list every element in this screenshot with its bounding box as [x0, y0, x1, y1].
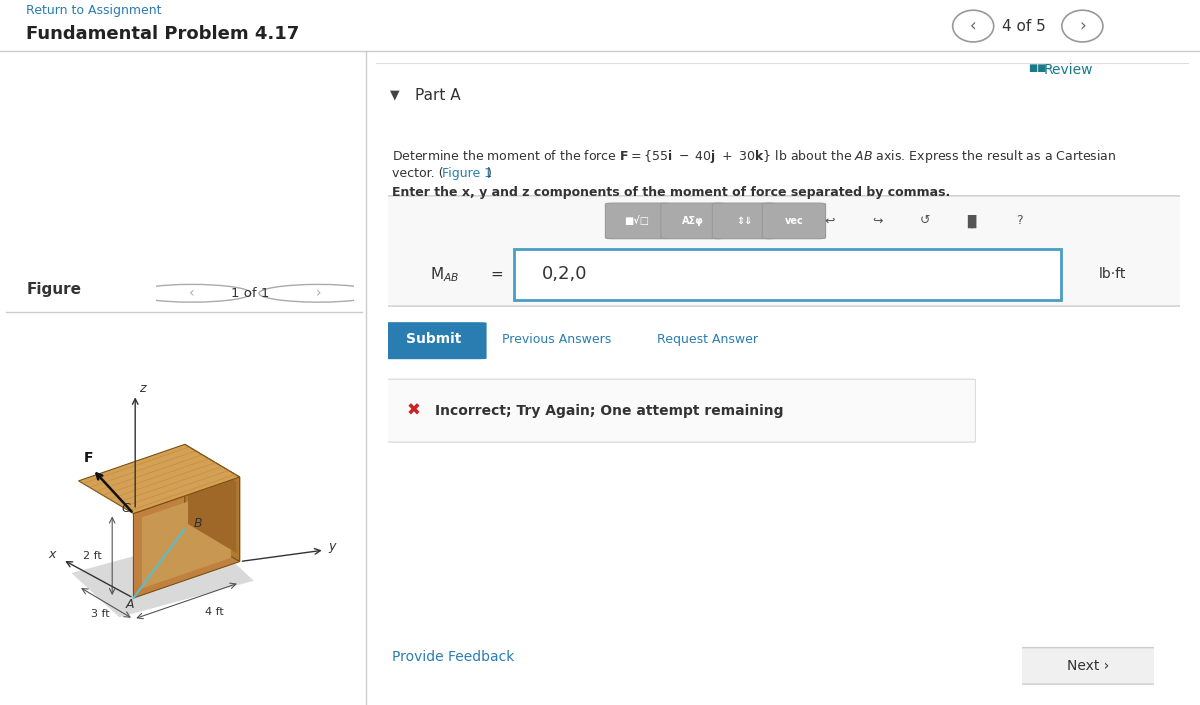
Text: 1 of 1: 1 of 1	[232, 287, 270, 300]
Text: ‹: ‹	[970, 17, 977, 35]
Text: vec: vec	[785, 216, 803, 226]
FancyBboxPatch shape	[762, 203, 826, 239]
Text: B: B	[193, 517, 203, 530]
Text: Return to Assignment: Return to Assignment	[26, 4, 162, 16]
Text: ■■: ■■	[1028, 63, 1046, 73]
Text: ›: ›	[316, 286, 322, 300]
Text: A: A	[126, 598, 134, 611]
Text: C: C	[121, 501, 130, 515]
FancyBboxPatch shape	[661, 203, 725, 239]
Text: ?: ?	[1016, 214, 1022, 228]
Text: ▐▌: ▐▌	[962, 214, 982, 228]
Polygon shape	[188, 453, 236, 553]
Polygon shape	[142, 486, 232, 589]
Text: 3 ft: 3 ft	[91, 609, 110, 620]
Text: ): )	[487, 167, 492, 180]
Text: Determine the moment of the force $\mathbf{F} = \{55\mathbf{i}\ -\ 40\mathbf{j}\: Determine the moment of the force $\math…	[392, 148, 1117, 165]
Text: Incorrect; Try Again; One attempt remaining: Incorrect; Try Again; One attempt remain…	[434, 404, 784, 417]
FancyBboxPatch shape	[606, 203, 668, 239]
Text: Figure: Figure	[26, 282, 82, 297]
Text: Submit: Submit	[406, 332, 461, 346]
Text: Review: Review	[1044, 63, 1093, 78]
Text: vector. (: vector. (	[392, 167, 444, 180]
Text: Request Answer: Request Answer	[656, 333, 758, 345]
FancyBboxPatch shape	[515, 249, 1061, 300]
Text: 4 ft: 4 ft	[205, 608, 224, 618]
Text: ↪: ↪	[872, 214, 882, 228]
Text: ↩: ↩	[824, 214, 835, 228]
Text: Figure 1: Figure 1	[442, 167, 492, 180]
Polygon shape	[78, 444, 240, 513]
Text: Part A: Part A	[415, 87, 461, 103]
Text: Previous Answers: Previous Answers	[503, 333, 612, 345]
Polygon shape	[133, 477, 240, 598]
Text: AΣφ: AΣφ	[682, 216, 703, 226]
Text: Provide Feedback: Provide Feedback	[392, 650, 515, 664]
Text: Fundamental Problem 4.17: Fundamental Problem 4.17	[26, 25, 300, 43]
FancyBboxPatch shape	[386, 379, 976, 442]
Text: 2 ft: 2 ft	[83, 551, 102, 560]
Text: F: F	[84, 451, 94, 465]
FancyBboxPatch shape	[1021, 648, 1156, 684]
Text: lb·ft: lb·ft	[1098, 267, 1126, 281]
FancyBboxPatch shape	[379, 322, 487, 360]
Text: ▼: ▼	[390, 89, 400, 102]
Polygon shape	[185, 444, 240, 562]
Text: x: x	[48, 548, 56, 560]
Text: =: =	[491, 267, 503, 282]
FancyBboxPatch shape	[713, 203, 775, 239]
FancyBboxPatch shape	[379, 196, 1186, 306]
Text: Enter the x, y and z components of the moment of force separated by commas.: Enter the x, y and z components of the m…	[392, 186, 950, 199]
Text: ›: ›	[1079, 17, 1086, 35]
Text: $\mathrm{M}_{AB}$: $\mathrm{M}_{AB}$	[430, 265, 460, 283]
Text: ✖: ✖	[407, 402, 420, 419]
Text: ‹: ‹	[188, 286, 194, 300]
Text: z: z	[139, 383, 145, 396]
Text: 4 of 5: 4 of 5	[1002, 18, 1045, 34]
Text: Next ›: Next ›	[1067, 659, 1110, 673]
Text: ■√□: ■√□	[624, 216, 649, 226]
Text: ↺: ↺	[919, 214, 930, 228]
Text: 0,2,0: 0,2,0	[542, 265, 588, 283]
Polygon shape	[72, 537, 254, 618]
Text: y: y	[328, 540, 336, 553]
Text: ⇕⇓: ⇕⇓	[736, 216, 752, 226]
